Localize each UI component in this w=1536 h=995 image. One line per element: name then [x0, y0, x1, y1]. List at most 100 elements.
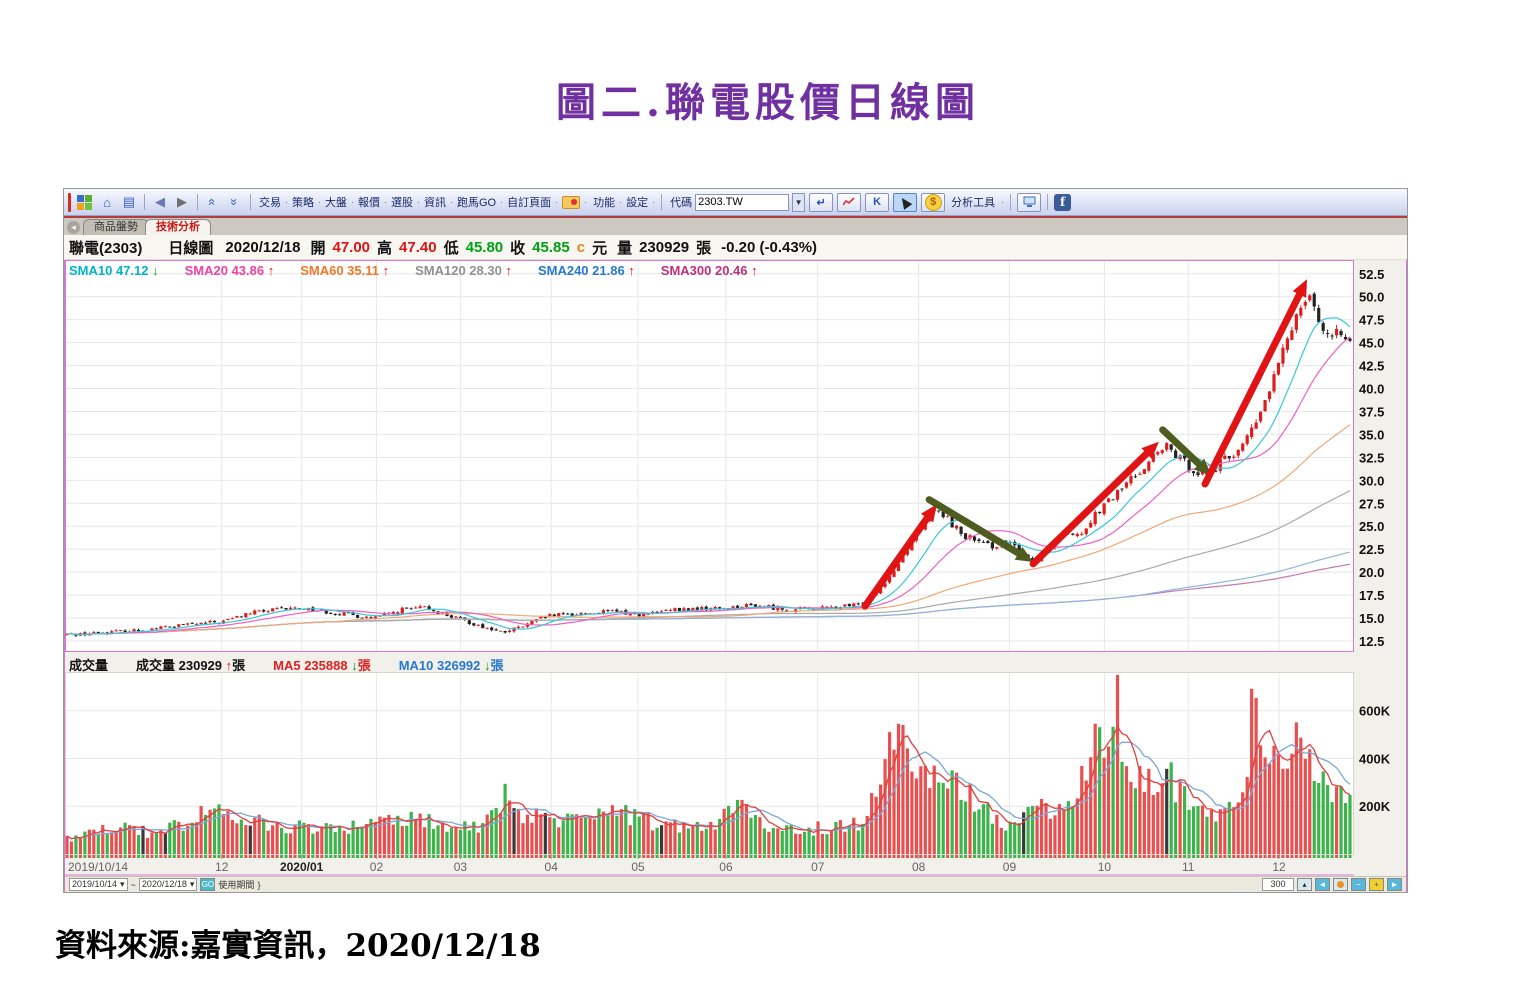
up-arrow-icon: ↑	[628, 263, 635, 278]
code-dropdown-icon[interactable]: ▼	[792, 192, 806, 212]
symbol-code-box: 代碼 ▼	[670, 192, 806, 212]
tab-row: ◂ 商品盤勢 技術分析	[64, 218, 1407, 235]
enter-button[interactable]: ↵	[809, 192, 834, 212]
quote-segment: 日線圖	[168, 239, 214, 257]
range-end-dropdown[interactable]: 2020/12/18 ▾	[138, 878, 198, 891]
up-arrow-icon: ↑	[505, 263, 512, 278]
dollar-tool-button[interactable]: $	[921, 192, 946, 212]
svg-text:11: 11	[1182, 860, 1195, 874]
svg-text:47.5: 47.5	[1359, 313, 1384, 328]
dollar-icon: $	[924, 193, 942, 211]
quote-segment: 230929	[639, 238, 690, 256]
source-note: 資料來源:嘉實資訊，2020/12/18	[55, 928, 541, 964]
menu-item-大盤[interactable]: 大盤	[325, 197, 347, 209]
svg-text:40.0: 40.0	[1359, 382, 1384, 397]
quote-segment: 低	[443, 239, 459, 257]
menu-item-跑馬GO[interactable]: 跑馬GO	[457, 197, 497, 209]
scroll-right-button[interactable]: ►	[1387, 878, 1402, 891]
menu-bar-right: 功能 · 設定 ·	[591, 194, 655, 210]
up-arrow-icon: ↑	[382, 263, 390, 278]
page-list-icon[interactable]: ▤	[122, 194, 136, 209]
volume-ma5-line	[66, 725, 1351, 840]
sma-legend-item-SMA20: SMA20 43.86 ↑	[184, 263, 275, 278]
collapse-down-icon[interactable]: »	[227, 198, 243, 206]
svg-text:15.0: 15.0	[1359, 611, 1384, 626]
collapse-up-icon[interactable]: «	[205, 198, 221, 206]
period-label: 使用期間	[218, 880, 255, 890]
kline-button[interactable]: K	[865, 192, 890, 212]
sma-legend-item-SMA240: SMA240 21.86 ↑	[537, 263, 635, 278]
svg-text:30.0: 30.0	[1359, 473, 1384, 488]
bars-count-input[interactable]: 300	[1262, 878, 1294, 891]
tab-技術分析[interactable]: 技術分析	[145, 219, 211, 235]
menu-item-功能[interactable]: 功能	[593, 197, 616, 209]
bars-spinner[interactable]: ▴	[1297, 878, 1312, 891]
analysis-tools-menu[interactable]: 分析工具	[951, 197, 996, 209]
volume-chart-canvas[interactable]: 600K 400K 200K 2019/10/14 12 2020/01 02 03 04 05 0…	[65, 652, 1408, 876]
sma-line-SMA20	[66, 336, 1351, 636]
svg-text:08: 08	[912, 860, 926, 874]
chart-bottom-controls: 2019/10/14 ▾ ~ 2020/12/18 ▾ GO 使用期間 } 300 …	[65, 876, 1406, 892]
menu-item-交易[interactable]: 交易	[259, 197, 281, 209]
down-arrow-icon: ↓	[152, 263, 159, 278]
crosshair-button[interactable]	[1333, 878, 1348, 891]
tab-商品盤勢[interactable]: 商品盤勢	[83, 219, 149, 235]
svg-text:05: 05	[631, 860, 645, 874]
down-arrow-icon: ↓	[351, 658, 358, 673]
tab-nav-icon[interactable]: ◂	[67, 221, 80, 234]
menu-item-自訂頁面[interactable]: 自訂頁面	[507, 197, 552, 209]
sma-legend-item-SMA60: SMA60 35.11 ↑	[300, 263, 390, 278]
red-separator-line	[64, 216, 1407, 218]
volume-legend-item-2: MA10 326992 ↓張	[398, 658, 504, 673]
menu-item-設定[interactable]: 設定	[626, 197, 649, 209]
go-button[interactable]: GO	[200, 878, 216, 891]
back-icon[interactable]: ◀	[155, 194, 165, 209]
svg-text:10: 10	[1098, 860, 1112, 874]
up-arrow-icon: ↑	[225, 658, 233, 673]
sma-line-SMA10	[66, 317, 1351, 636]
menu-item-報價[interactable]: 報價	[358, 197, 380, 209]
svg-text:02: 02	[370, 860, 384, 874]
monitor-button[interactable]	[1017, 192, 1042, 212]
scroll-left-button[interactable]: ◄	[1315, 878, 1330, 891]
svg-text:06: 06	[719, 860, 733, 874]
quote-segment: 高	[377, 239, 393, 257]
svg-text:12.5: 12.5	[1359, 634, 1384, 649]
sma-legend: SMA10 47.12 ↓ SMA20 43.86 ↑ SMA60 35.11 ↑ S…	[69, 263, 758, 278]
menu-item-資訊[interactable]: 資訊	[424, 197, 446, 209]
home-icon[interactable]: ⌂	[103, 194, 111, 210]
svg-text:2019/10/14: 2019/10/14	[68, 860, 128, 874]
zoom-in-button[interactable]: +	[1369, 878, 1384, 891]
menu-item-策略[interactable]: 策略	[292, 197, 314, 209]
price-chart-canvas[interactable]: 52.5 50.0 47.5 45.0 42.5 40.0 37.5 35.0 32.5 30.0…	[65, 260, 1408, 652]
up-arrow-icon: ↑	[751, 263, 758, 278]
trading-app-window: ⌂ ▤ ◀ ▶ « » 交易 · 策略 · 大盤 · 報價 · 選股 · 資訊 · 跑馬GO · 自訂頁面 ·…	[63, 188, 1408, 893]
sma-legend-item-SMA300: SMA300 20.46 ↑	[660, 263, 758, 278]
custom-page-folder-icon[interactable]	[562, 195, 581, 209]
quote-segment: 元	[592, 239, 608, 257]
zoom-out-button[interactable]: −	[1351, 878, 1366, 891]
page-title: 圖二.聯電股價日線圖	[556, 79, 980, 126]
date-axis-labels: 2019/10/14 12 2020/01 02 03 04 05 06 07 08 09 10 11 1…	[68, 854, 1286, 874]
facebook-icon[interactable]: f	[1054, 193, 1072, 211]
chart-area: 52.5 50.0 47.5 45.0 42.5 40.0 37.5 35.0 32.5 30.0…	[64, 260, 1407, 892]
cursor-tool-button[interactable]	[893, 192, 918, 212]
toolbar-handle	[68, 192, 71, 212]
down-arrow-icon: ↓	[484, 658, 491, 673]
svg-text:03: 03	[454, 860, 468, 874]
menu-item-選股[interactable]: 選股	[391, 197, 413, 209]
quote-segment: c	[576, 238, 586, 256]
symbol-code-input[interactable]	[695, 193, 790, 211]
range-start-dropdown[interactable]: 2019/10/14 ▾	[69, 878, 128, 891]
quote-segment: 張	[696, 239, 712, 257]
svg-text:09: 09	[1003, 860, 1017, 874]
trend-chart-button[interactable]	[837, 192, 862, 212]
quote-segment: -0.20 (-0.43%)	[721, 238, 818, 256]
quote-segment: 47.00	[332, 238, 371, 256]
volume-legend-item-0: 成交量 230929 ↑張	[136, 658, 246, 673]
volume-legend: 成交量 成交量 230929 ↑張 MA5 235888 ↓張 MA10 326992…	[69, 655, 504, 674]
svg-text:20.0: 20.0	[1359, 565, 1384, 580]
forward-icon[interactable]: ▶	[177, 194, 187, 209]
quote-segment: 45.85	[532, 238, 570, 256]
volume-axis-labels: 600K 400K 200K	[1359, 704, 1391, 815]
